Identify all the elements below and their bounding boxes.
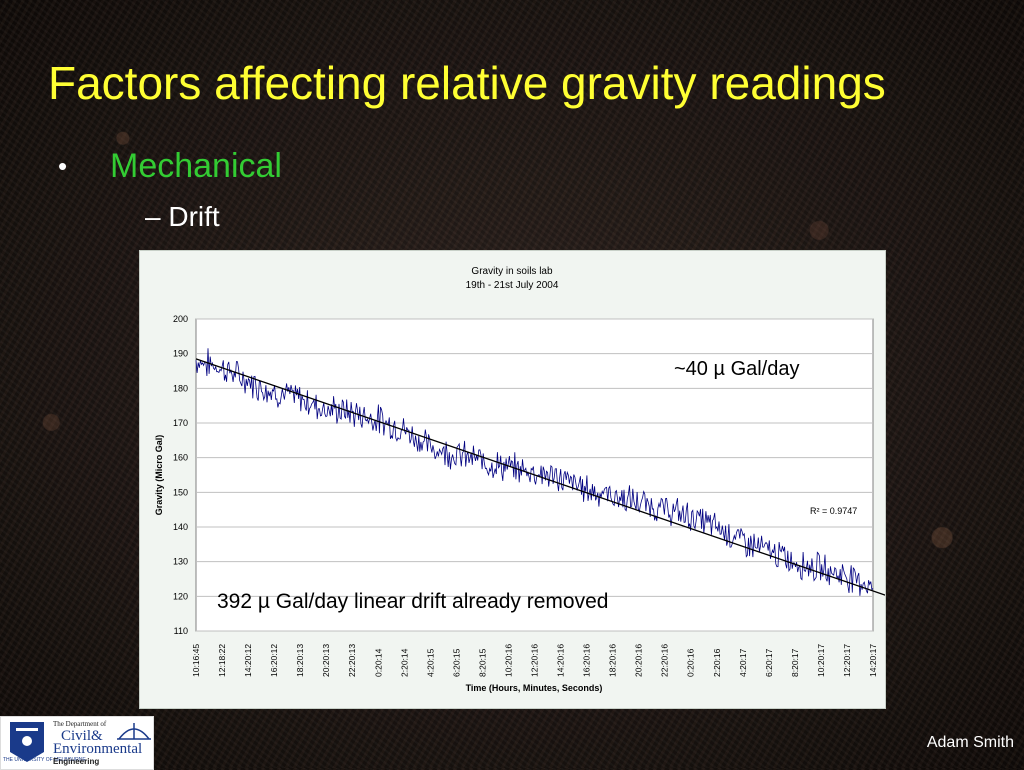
linear-trendline xyxy=(195,358,885,596)
y-tick-label: 110 xyxy=(174,626,188,636)
gravity-series-line xyxy=(195,348,874,596)
gravity-chart-svg: 110 120 130 140 150 160 170 180 190 200 10:16:45 12… xyxy=(154,266,885,693)
x-tick-label: 6:20:15 xyxy=(451,648,461,677)
department-logo: THE UNIVERSITY OF MELBOURNE The Departme… xyxy=(0,716,154,770)
x-tick-label: 4:20:15 xyxy=(425,648,435,677)
drift-rate-annotation: ~40 µ Gal/day xyxy=(674,358,800,380)
x-axis-label: Time (Hours, Minutes, Seconds) xyxy=(466,683,603,693)
y-tick-label: 200 xyxy=(173,314,188,324)
r-squared-label: R² = 0.9747 xyxy=(810,506,857,516)
y-tick-label: 160 xyxy=(173,453,188,463)
x-tick-label: 22:20:13 xyxy=(347,644,357,677)
author-name: Adam Smith xyxy=(926,734,1014,751)
x-tick-label: 10:16:45 xyxy=(191,644,201,677)
y-tick-label: 140 xyxy=(173,522,188,532)
dept-environmental-label: Environmental xyxy=(53,741,143,757)
x-tick-label: 8:20:15 xyxy=(477,648,487,677)
x-tick-label: 4:20:17 xyxy=(738,648,748,677)
x-tick-label: 18:20:16 xyxy=(608,644,618,677)
x-tick-label: 20:20:13 xyxy=(321,644,331,677)
x-tick-label: 18:20:13 xyxy=(295,644,305,677)
x-tick-label: 14:20:17 xyxy=(868,644,878,677)
subbullet-drift: – Drift xyxy=(145,201,220,232)
x-tick-label: 12:18:22 xyxy=(217,644,227,677)
x-tick-label: 14:20:16 xyxy=(556,644,566,677)
x-tick-label: 2:20:14 xyxy=(399,648,409,677)
x-tick-label: 10:20:17 xyxy=(816,644,826,677)
dept-engineering-label: Engineering xyxy=(53,757,100,766)
y-axis-label: Gravity (Micro Gal) xyxy=(154,435,164,516)
drift-removed-annotation: 392 µ Gal/day linear drift already remov… xyxy=(217,590,609,613)
chart-title: Gravity in soils lab xyxy=(471,266,553,277)
x-tick-label: 12:20:16 xyxy=(530,644,540,677)
x-tick-label: 14:20:12 xyxy=(243,644,253,677)
y-tick-label: 130 xyxy=(173,557,188,567)
x-tick-label: 16:20:12 xyxy=(269,644,279,677)
x-tick-label: 0:20:14 xyxy=(373,648,383,677)
university-crest-icon xyxy=(10,722,44,762)
x-tick-label: 8:20:17 xyxy=(790,648,800,677)
slide-title: Factors affecting relative gravity readi… xyxy=(48,57,886,109)
dept-civil-label: Civil& xyxy=(61,728,103,744)
dept-small-label: The Department of xyxy=(53,720,107,728)
x-tick-label: 10:20:16 xyxy=(503,644,513,677)
bullet-marker: • xyxy=(58,151,68,181)
x-tick-label: 2:20:16 xyxy=(712,648,722,677)
y-tick-label: 190 xyxy=(173,349,188,359)
gravity-chart: 110 120 130 140 150 160 170 180 190 200 10:16:45 12… xyxy=(139,250,886,709)
university-name: THE UNIVERSITY OF MELBOURNE xyxy=(3,757,86,763)
y-tick-label: 150 xyxy=(173,487,188,497)
bullet-mechanical-label: Mechanical xyxy=(110,147,282,185)
y-tick-label: 120 xyxy=(173,591,188,601)
y-tick-label: 180 xyxy=(173,383,188,393)
x-tick-label: 0:20:16 xyxy=(686,648,696,677)
y-tick-label: 170 xyxy=(173,418,188,428)
x-tick-label: 16:20:16 xyxy=(582,644,592,677)
x-tick-label: 22:20:16 xyxy=(660,644,670,677)
chart-subtitle: 19th - 21st July 2004 xyxy=(466,280,559,291)
bridge-icon xyxy=(117,723,151,740)
x-tick-label: 12:20:17 xyxy=(842,644,852,677)
x-tick-label: 20:20:16 xyxy=(634,644,644,677)
x-tick-label: 6:20:17 xyxy=(764,648,774,677)
